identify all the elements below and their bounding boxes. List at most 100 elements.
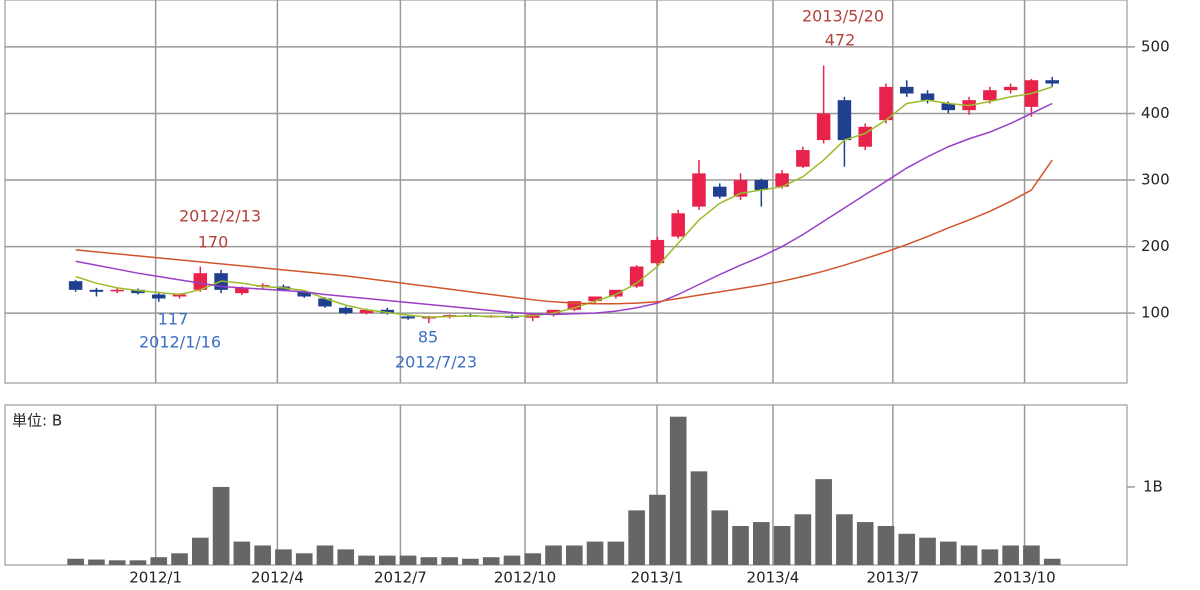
candle-body: [297, 291, 311, 297]
volume-bar: [711, 510, 729, 565]
volume-bar: [981, 549, 999, 565]
volume-bar: [192, 537, 209, 565]
annotation-date: 2013/5/20: [802, 7, 884, 26]
candle-body: [401, 316, 415, 319]
candle-body: [879, 86, 893, 121]
volume-bar: [1043, 558, 1061, 565]
annotation-value: 117: [158, 310, 189, 329]
candle-body: [609, 289, 623, 297]
volume-bar: [753, 522, 770, 565]
volume-bar: [337, 549, 355, 565]
volume-bar: [212, 486, 230, 565]
volume-bar: [129, 560, 147, 565]
candle-body: [235, 287, 249, 294]
candle-body: [546, 309, 561, 315]
moving-average: [75, 159, 1053, 305]
candle-body: [983, 90, 997, 101]
volume-bar: [233, 541, 251, 565]
annotation-date: 2012/7/23: [395, 353, 477, 372]
candle-body: [713, 186, 727, 197]
volume-bar: [295, 553, 313, 565]
candle-body: [629, 266, 644, 287]
volume-bar: [856, 522, 874, 565]
volume-bar: [628, 510, 645, 565]
volume-bar: [545, 545, 562, 565]
candle-body: [339, 307, 353, 314]
volume-bar: [607, 541, 625, 565]
candle-body: [193, 273, 208, 290]
volume-bar: [1002, 545, 1019, 565]
candle-body: [816, 113, 831, 141]
x-tick-label: 2013/7: [866, 569, 919, 587]
volume-bar: [171, 553, 188, 565]
candle-body: [900, 86, 914, 94]
candle-body: [754, 180, 769, 191]
volume-bar: [815, 479, 832, 565]
volume-bar: [441, 557, 458, 565]
volume-bar: [358, 555, 375, 565]
volume-bar: [399, 555, 417, 565]
volume-bar: [420, 557, 438, 565]
x-tick-label: 2012/10: [494, 569, 556, 587]
volume-bar: [566, 545, 583, 565]
x-tick-label: 2013/4: [747, 569, 800, 587]
volume-bar: [316, 545, 334, 565]
volume-unit-label: 単位: B: [12, 412, 62, 430]
candle-body: [152, 294, 166, 299]
volume-bar: [649, 494, 666, 565]
x-tick-label: 2012/1: [129, 569, 182, 587]
volume-bar: [690, 471, 708, 565]
price-panel: [4, 0, 1128, 384]
volume-panel: [4, 404, 1128, 566]
y-tick-label: 400: [1141, 104, 1170, 122]
candle-body: [567, 301, 582, 310]
volume-bar: [732, 525, 749, 565]
candle-body: [1045, 80, 1059, 84]
x-tick-label: 2013/10: [993, 569, 1055, 587]
candle-body: [359, 309, 374, 314]
candle-body: [671, 213, 685, 237]
candle-body: [68, 281, 83, 290]
x-tick-label: 2013/1: [631, 569, 684, 587]
volume-bar: [254, 545, 271, 565]
y-tick-label: 100: [1141, 304, 1170, 322]
y-tick-label: 200: [1141, 237, 1170, 255]
y-tick-label: 500: [1141, 37, 1170, 55]
volume-bar: [877, 525, 895, 565]
x-tick-label: 2012/4: [251, 569, 304, 587]
y-tick-label: 1B: [1143, 477, 1163, 495]
candle-body: [941, 103, 956, 111]
candle-body: [1003, 86, 1018, 91]
volume-bar: [67, 558, 84, 565]
annotation-date: 2012/1/16: [139, 333, 221, 352]
candle-body: [650, 239, 665, 264]
volume-bar: [919, 537, 936, 565]
annotation-value: 170: [198, 233, 229, 252]
volume-bar: [379, 555, 396, 565]
volume-bar: [1023, 545, 1040, 565]
volume-bar: [524, 553, 542, 565]
volume-bar: [503, 555, 521, 565]
candle-body: [131, 289, 145, 294]
annotation-value: 472: [825, 31, 856, 50]
volume-bar: [482, 557, 500, 565]
volume-bar: [462, 558, 479, 565]
volume-bar: [150, 557, 168, 565]
volume-bar: [88, 559, 105, 565]
candle-body: [318, 298, 332, 307]
candle-body: [692, 173, 706, 207]
annotation-date: 2012/2/13: [179, 207, 261, 226]
volume-bar: [940, 541, 957, 565]
candle-body: [796, 150, 810, 167]
annotation-value: 85: [418, 328, 438, 347]
y-tick-label: 300: [1141, 171, 1170, 189]
candle-body: [89, 289, 104, 292]
candle-body: [172, 294, 187, 297]
candle-body: [837, 100, 852, 141]
volume-bar: [275, 549, 292, 565]
volume-bar: [669, 416, 687, 565]
candle-body: [110, 289, 124, 292]
volume-bar: [960, 545, 978, 565]
moving-average: [75, 102, 1053, 316]
